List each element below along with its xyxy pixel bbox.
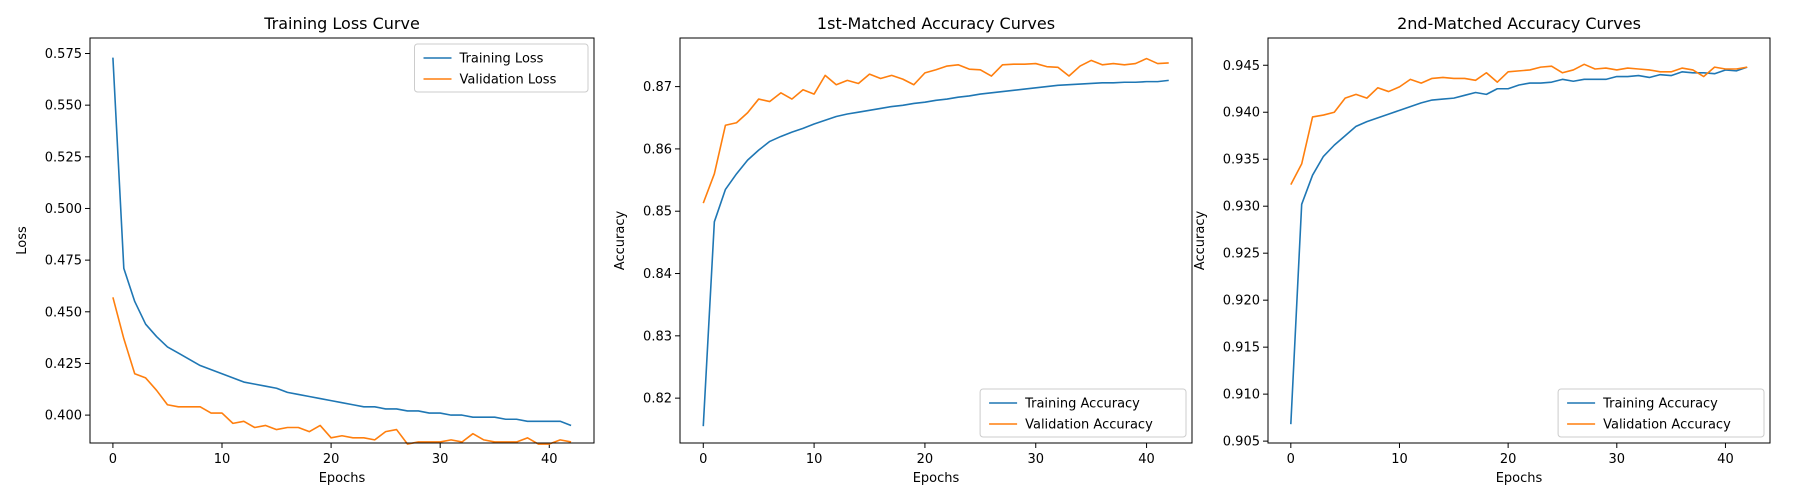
x-tick-label: 0 [699, 452, 707, 467]
y-tick-label: 0.475 [45, 254, 82, 269]
plot-frame [679, 37, 1193, 444]
x-axis-label: Epochs [319, 471, 366, 486]
y-tick-label: 0.84 [643, 267, 672, 282]
y-tick-label: 0.86 [643, 142, 672, 157]
x-tick-label: 0 [1287, 452, 1295, 467]
y-tick-label: 0.925 [1223, 247, 1260, 262]
chart-title: 1st-Matched Accuracy Curves [817, 14, 1055, 33]
x-tick-label: 30 [432, 452, 449, 467]
series-line-2 [1290, 63, 1748, 185]
x-tick-label: 30 [1609, 452, 1626, 467]
x-tick-label: 10 [1391, 452, 1408, 467]
chart-panel-1: Training Loss Curve 0 10 20 30 40 0.400 0.425 0.… [15, 14, 595, 486]
plot-frame [89, 37, 595, 444]
legend: Training Accuracy Validation Accuracy [1557, 388, 1765, 438]
legend-label: Validation Accuracy [1603, 418, 1731, 433]
series-line-2 [702, 57, 1169, 204]
y-tick-label: 0.85 [643, 205, 672, 220]
x-tick-label: 40 [1138, 452, 1155, 467]
legend-box [979, 388, 1187, 438]
x-tick-label: 10 [806, 452, 823, 467]
series-line-1 [702, 79, 1169, 427]
legend-label: Training Loss [459, 52, 544, 67]
y-axis-label: Accuracy [1193, 211, 1208, 271]
y-tick-label: 0.575 [45, 47, 82, 62]
y-tick-label: 0.83 [643, 329, 672, 344]
y-axis-label: Loss [15, 226, 30, 255]
legend: Training Loss Validation Loss [414, 43, 589, 93]
x-tick-label: 20 [323, 452, 340, 467]
x-tick-label: 40 [1717, 452, 1734, 467]
y-tick-label: 0.82 [643, 392, 672, 407]
y-tick-label: 0.930 [1223, 200, 1260, 215]
y-axis-label: Accuracy [613, 211, 628, 271]
x-tick-label: 10 [214, 452, 231, 467]
y-tick-label: 0.525 [45, 150, 82, 165]
y-tick-label: 0.935 [1223, 153, 1260, 168]
y-tick-label: 0.500 [45, 202, 82, 217]
x-axis-label: Epochs [913, 471, 960, 486]
y-tick-label: 0.940 [1223, 106, 1260, 121]
x-tick-label: 20 [917, 452, 934, 467]
chart-title: Training Loss Curve [263, 14, 420, 33]
series-line-1 [112, 57, 572, 427]
x-axis-label: Epochs [1496, 471, 1543, 486]
legend: Training Accuracy Validation Accuracy [979, 388, 1187, 438]
legend-box [1557, 388, 1765, 438]
x-tick-label: 40 [541, 452, 558, 467]
x-tick-label: 0 [109, 452, 117, 467]
x-tick-label: 20 [1500, 452, 1517, 467]
y-tick-label: 0.920 [1223, 294, 1260, 309]
legend-label: Training Accuracy [1602, 397, 1718, 412]
chart-title: 2nd-Matched Accuracy Curves [1397, 14, 1641, 33]
legend-label: Validation Loss [460, 73, 557, 88]
plot-frame [1267, 37, 1771, 444]
y-tick-label: 0.915 [1223, 341, 1260, 356]
chart-panel-3: 2nd-Matched Accuracy Curves 0 10 20 30 40 0.90… [1193, 14, 1771, 486]
x-tick-label: 30 [1027, 452, 1044, 467]
series-line-2 [112, 297, 572, 445]
y-tick-label: 0.945 [1223, 59, 1260, 74]
y-tick-label: 0.910 [1223, 388, 1260, 403]
y-tick-label: 0.450 [45, 305, 82, 320]
legend-label: Validation Accuracy [1025, 418, 1153, 433]
y-tick-label: 0.425 [45, 357, 82, 372]
legend-label: Training Accuracy [1024, 397, 1140, 412]
legend-box [414, 43, 589, 93]
y-tick-label: 0.550 [45, 99, 82, 114]
series-line-1 [1290, 66, 1748, 425]
y-tick-label: 0.87 [643, 80, 672, 95]
chart-panel-2: 1st-Matched Accuracy Curves 0 10 20 30 40 0.82… [613, 14, 1193, 486]
y-tick-label: 0.905 [1223, 435, 1260, 450]
y-tick-label: 0.400 [45, 409, 82, 424]
